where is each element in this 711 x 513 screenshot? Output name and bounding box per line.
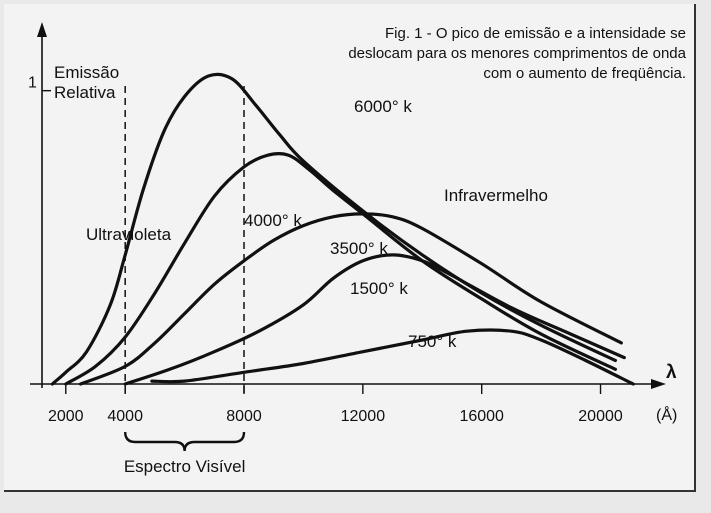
y-tick-label: 1 xyxy=(28,75,37,92)
series-label-3: 3500° k xyxy=(330,239,388,258)
series-line-3 xyxy=(79,212,623,386)
series-label-2: 4000° k xyxy=(244,211,302,230)
series-label-4: 1500° k xyxy=(350,279,408,298)
ultraviolet-label: Ultravioleta xyxy=(86,225,172,244)
curve-labels: 6000° k 4000° k 3500° k 1500° k 750° k xyxy=(244,97,457,351)
figure-panel: Fig. 1 - O pico de emissão e a intensida… xyxy=(4,4,696,492)
caption-line-2: deslocam para os menores comprimentos de… xyxy=(348,45,686,62)
caption-line-3: com o aumento de freqüência. xyxy=(483,65,686,82)
x-axis-symbol: λ xyxy=(666,362,677,383)
blackbody-chart: 1 Emissão Relativa λ (Å) 2000 4000 8000 120… xyxy=(28,22,677,476)
x-axis-arrow xyxy=(651,379,666,389)
series-line-4 xyxy=(123,253,626,386)
x-tick-label-12000: 12000 xyxy=(341,408,386,425)
series-line-5 xyxy=(150,328,635,386)
x-tick-label-8000: 8000 xyxy=(226,408,262,425)
series-label-5: 750° k xyxy=(408,332,457,351)
x-tick-label-20000: 20000 xyxy=(578,408,623,425)
visible-band-label: Espectro Visível xyxy=(124,457,246,476)
series-line-2 xyxy=(64,151,617,386)
series-label-1: 6000° k xyxy=(354,97,412,116)
x-tick-label-4000: 4000 xyxy=(107,408,143,425)
visible-band: Espectro Visível xyxy=(123,86,246,476)
x-tick-label-16000: 16000 xyxy=(459,408,504,425)
y-axis-label-line-2: Relativa xyxy=(54,83,116,102)
series-group xyxy=(50,72,635,386)
x-axis-unit: (Å) xyxy=(656,405,677,424)
x-tick-label-2000: 2000 xyxy=(48,408,84,425)
infrared-label: Infravermelho xyxy=(444,186,548,205)
y-axis-arrow xyxy=(37,22,47,37)
x-ticks: 2000 4000 8000 12000 16000 20000 xyxy=(48,384,623,425)
visible-band-brace xyxy=(123,431,246,452)
y-axis-label-line-1: Emissão xyxy=(54,63,119,82)
axes: 1 Emissão Relativa λ (Å) xyxy=(28,22,677,424)
figure-caption: Fig. 1 - O pico de emissão e a intensida… xyxy=(314,24,686,84)
caption-line-1: Fig. 1 - O pico de emissão e a intensida… xyxy=(385,25,686,42)
